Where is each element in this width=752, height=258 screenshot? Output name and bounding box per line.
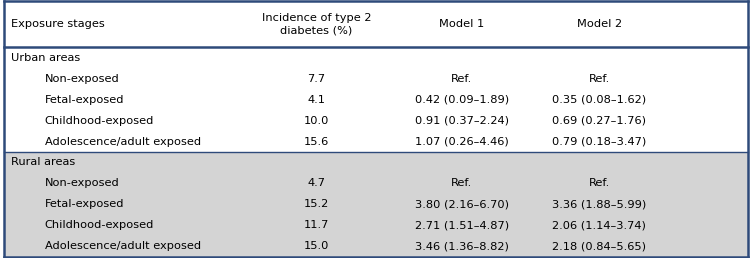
Bar bbox=[4, 68, 748, 89]
Text: Model 2: Model 2 bbox=[577, 19, 622, 29]
Text: 3.46 (1.36–8.82): 3.46 (1.36–8.82) bbox=[414, 241, 508, 251]
Text: Urban areas: Urban areas bbox=[11, 53, 80, 63]
Text: Ref.: Ref. bbox=[451, 178, 472, 188]
Bar bbox=[4, 194, 748, 215]
Text: Childhood-exposed: Childhood-exposed bbox=[44, 116, 154, 126]
Text: 2.18 (0.84–5.65): 2.18 (0.84–5.65) bbox=[552, 241, 647, 251]
Text: Non-exposed: Non-exposed bbox=[44, 178, 120, 188]
Text: Ref.: Ref. bbox=[451, 74, 472, 84]
Text: Incidence of type 2
diabetes (%): Incidence of type 2 diabetes (%) bbox=[262, 13, 371, 35]
Bar bbox=[4, 236, 748, 257]
Text: 7.7: 7.7 bbox=[308, 74, 326, 84]
Bar bbox=[4, 173, 748, 194]
Text: Model 1: Model 1 bbox=[439, 19, 484, 29]
Text: 3.80 (2.16–6.70): 3.80 (2.16–6.70) bbox=[414, 199, 508, 209]
Text: Adolescence/adult exposed: Adolescence/adult exposed bbox=[44, 136, 201, 147]
Text: 4.1: 4.1 bbox=[308, 95, 326, 105]
Text: 15.6: 15.6 bbox=[304, 136, 329, 147]
Text: 0.42 (0.09–1.89): 0.42 (0.09–1.89) bbox=[414, 95, 508, 105]
Bar bbox=[4, 152, 748, 173]
Bar bbox=[4, 89, 748, 110]
Text: 0.91 (0.37–2.24): 0.91 (0.37–2.24) bbox=[414, 116, 508, 126]
Text: 3.36 (1.88–5.99): 3.36 (1.88–5.99) bbox=[552, 199, 647, 209]
Text: Fetal-exposed: Fetal-exposed bbox=[44, 95, 124, 105]
Text: 15.0: 15.0 bbox=[304, 241, 329, 251]
Text: Childhood-exposed: Childhood-exposed bbox=[44, 220, 154, 230]
Text: Non-exposed: Non-exposed bbox=[44, 74, 120, 84]
Text: Exposure stages: Exposure stages bbox=[11, 19, 105, 29]
Text: 10.0: 10.0 bbox=[304, 116, 329, 126]
Text: 0.35 (0.08–1.62): 0.35 (0.08–1.62) bbox=[552, 95, 647, 105]
Text: 15.2: 15.2 bbox=[304, 199, 329, 209]
Text: Adolescence/adult exposed: Adolescence/adult exposed bbox=[44, 241, 201, 251]
Text: 1.07 (0.26–4.46): 1.07 (0.26–4.46) bbox=[415, 136, 508, 147]
Text: Fetal-exposed: Fetal-exposed bbox=[44, 199, 124, 209]
Text: 0.79 (0.18–3.47): 0.79 (0.18–3.47) bbox=[552, 136, 647, 147]
Bar bbox=[4, 110, 748, 131]
Text: Ref.: Ref. bbox=[589, 74, 610, 84]
Bar bbox=[4, 131, 748, 152]
Text: 0.69 (0.27–1.76): 0.69 (0.27–1.76) bbox=[552, 116, 647, 126]
Bar bbox=[4, 215, 748, 236]
Bar bbox=[4, 1, 748, 47]
Text: Ref.: Ref. bbox=[589, 178, 610, 188]
Text: 2.06 (1.14–3.74): 2.06 (1.14–3.74) bbox=[553, 220, 646, 230]
Text: 4.7: 4.7 bbox=[308, 178, 326, 188]
Text: Rural areas: Rural areas bbox=[11, 157, 75, 167]
Text: 2.71 (1.51–4.87): 2.71 (1.51–4.87) bbox=[414, 220, 508, 230]
Text: 11.7: 11.7 bbox=[304, 220, 329, 230]
Bar bbox=[4, 47, 748, 68]
